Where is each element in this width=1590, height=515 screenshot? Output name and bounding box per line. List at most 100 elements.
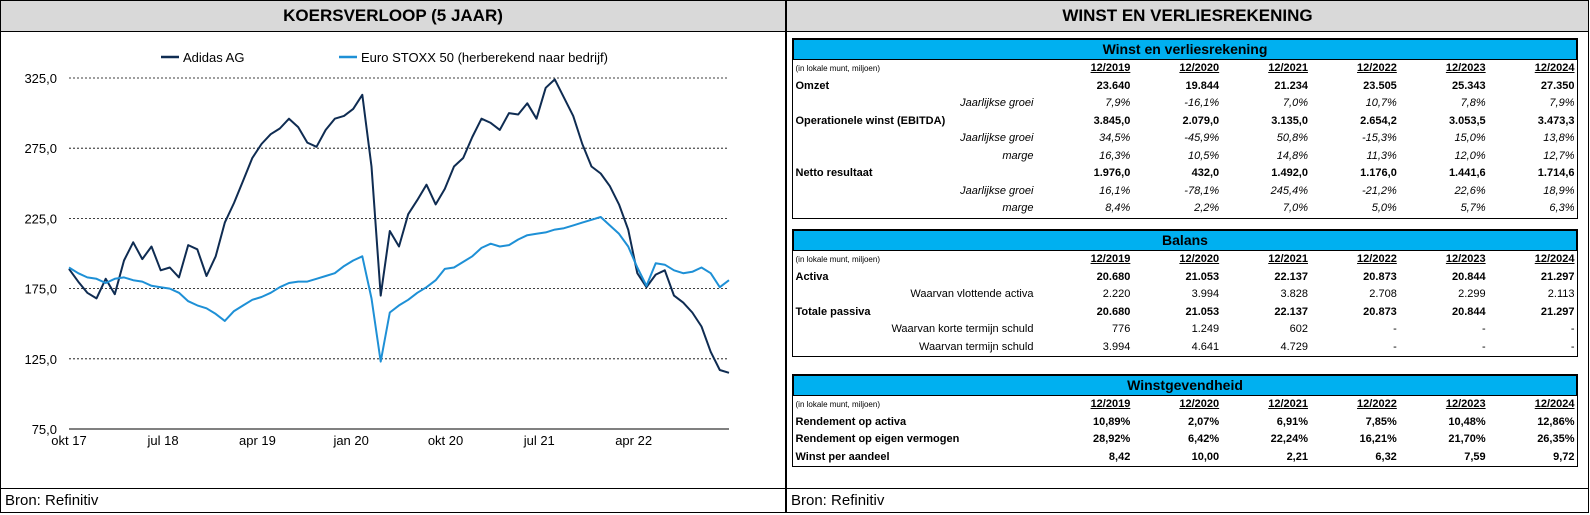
table-header-row: (in lokale munt, miljoen) 12/2019 12/2020 1… xyxy=(794,60,1577,78)
cell-value: 22.137 xyxy=(1274,305,1308,318)
cell-value: 12,0% xyxy=(1454,149,1486,162)
balance-table: Balans (in lokale munt, miljoen) 12/2019 12… xyxy=(793,230,1577,356)
income-statement-table: Winst en verliesrekening (in lokale munt,… xyxy=(792,38,1578,219)
y-tick-label: 325,0 xyxy=(24,71,57,86)
cell-value: 12,7% xyxy=(1543,149,1575,162)
cell-value: 5,0% xyxy=(1371,202,1397,215)
cell-value: 8,42 xyxy=(1108,450,1131,463)
table-row: Waarvan termijn schuld 3.994 4.641 4.729 - - - xyxy=(794,339,1577,357)
table-row: Waarvan korte termijn schuld 776 1.249 602 -… xyxy=(794,321,1577,339)
y-tick-label: 125,0 xyxy=(24,352,57,367)
table-title-row: Balans xyxy=(793,230,1577,251)
legend-label: Euro STOXX 50 (herberekend naar bedrijf) xyxy=(361,50,608,65)
cell-value: - xyxy=(1481,323,1486,336)
cell-value: 6,32 xyxy=(1375,450,1397,463)
cell-value: 1.249 xyxy=(1191,323,1220,336)
cell-value: 10,89% xyxy=(1093,415,1131,428)
cell-value: 14,8% xyxy=(1276,149,1308,162)
year-header: 12/2021 xyxy=(1268,398,1308,411)
cell-value: 6,42% xyxy=(1187,433,1220,446)
cell-value: 2.220 xyxy=(1102,288,1131,301)
cell-value: 22,24% xyxy=(1270,433,1308,446)
series-line-1 xyxy=(68,216,730,363)
unit-label: (in lokale munt, miljoen) xyxy=(795,255,880,265)
cell-value: -45,9% xyxy=(1184,132,1220,145)
table-row: Rendement op eigen vermogen 28,92% 6,42% 22… xyxy=(794,431,1577,449)
cell-value: 1.714,6 xyxy=(1537,167,1575,180)
y-tick-label: 175,0 xyxy=(24,282,57,297)
year-header: 12/2022 xyxy=(1357,398,1397,411)
cell-value: - xyxy=(1393,323,1397,336)
year-header: 12/2019 xyxy=(1090,253,1131,266)
cell-value: 4.641 xyxy=(1191,340,1220,353)
profit-table: Winstgevendheid (in lokale munt, miljoen)… xyxy=(793,375,1577,466)
cell-value: -15,3% xyxy=(1361,132,1397,145)
cell-value: 7,9% xyxy=(1549,97,1575,110)
row-label: Operationele winst (EBITDA) xyxy=(795,114,946,127)
cell-value: 23.505 xyxy=(1363,79,1397,92)
cell-value: 20.873 xyxy=(1363,270,1397,283)
unit-label: (in lokale munt, miljoen) xyxy=(795,64,880,74)
table-title-row: Winst en verliesrekening xyxy=(793,39,1577,60)
cell-value: 22.137 xyxy=(1274,270,1308,283)
table-row: Totale passiva 20.680 21.053 22.137 20.873 20… xyxy=(794,304,1577,322)
cell-value: 10,00 xyxy=(1191,450,1220,463)
cell-value: 19.844 xyxy=(1185,79,1220,92)
cell-value: 7,8% xyxy=(1460,97,1486,110)
cell-value: 15,0% xyxy=(1454,132,1486,145)
cell-value: 10,5% xyxy=(1187,149,1220,162)
cell-value: 2,21 xyxy=(1286,450,1308,463)
year-header: 12/2024 xyxy=(1534,62,1575,75)
x-tick-label: jul 21 xyxy=(523,433,555,448)
row-label: Waarvan termijn schuld xyxy=(918,340,1034,353)
year-header: 12/2024 xyxy=(1534,253,1575,266)
cell-value: 2.079,0 xyxy=(1182,114,1220,127)
cell-value: 16,3% xyxy=(1099,149,1131,162)
cell-value: -78,1% xyxy=(1184,184,1220,197)
year-header: 12/2020 xyxy=(1179,253,1220,266)
table-row: Rendement op activa 10,89% 2,07% 6,91% 7,85%… xyxy=(794,414,1577,432)
cell-value: 28,92% xyxy=(1093,433,1131,446)
year-header: 12/2023 xyxy=(1445,253,1486,266)
cell-value: 21.297 xyxy=(1540,305,1575,318)
row-label: Rendement op activa xyxy=(795,415,907,428)
cell-value: - xyxy=(1570,340,1575,353)
y-tick-label: 75,0 xyxy=(32,422,57,437)
financials-source: Bron: Refinitiv xyxy=(787,488,1588,512)
unit-label: (in lokale munt, miljoen) xyxy=(795,400,880,410)
year-header: 12/2023 xyxy=(1445,398,1486,411)
cell-value: 13,8% xyxy=(1543,132,1575,145)
legend-label: Adidas AG xyxy=(183,50,244,65)
cell-value: -21,2% xyxy=(1361,184,1397,197)
row-label: marge xyxy=(1002,202,1034,215)
cell-value: 11,3% xyxy=(1366,149,1397,162)
cell-value: 20.873 xyxy=(1363,305,1397,318)
table-row: Jaarlijkse groei 34,5% -45,9% 50,8% -15,3% 15… xyxy=(794,130,1577,148)
cell-value: 3.828 xyxy=(1280,288,1308,301)
cell-value: 7,9% xyxy=(1105,97,1131,110)
income-table: Winst en verliesrekening (in lokale munt,… xyxy=(793,39,1577,218)
cell-value: 602 xyxy=(1289,323,1308,336)
cell-value: 21.297 xyxy=(1540,270,1575,283)
table-row: Winst per aandeel 8,42 10,00 2,21 6,32 7,59 9,… xyxy=(794,449,1577,467)
cell-value: 2,2% xyxy=(1194,202,1220,215)
profitability-table: Winstgevendheid (in lokale munt, miljoen)… xyxy=(792,374,1578,467)
table-row: marge 8,4% 2,2% 7,0% 5,0% 5,7% 6,3% xyxy=(794,200,1577,218)
cell-value: 9,72 xyxy=(1553,450,1575,463)
row-label: Waarvan vlottende activa xyxy=(910,288,1034,301)
table-row: Activa 20.680 21.053 22.137 20.873 20.844 21.2… xyxy=(794,269,1577,287)
cell-value: 2.654,2 xyxy=(1360,114,1397,127)
price-chart-panel: KOERSVERLOOP (5 JAAR) 325,0 275,0 225,0 175… xyxy=(0,0,786,513)
year-header: 12/2022 xyxy=(1357,62,1397,75)
cell-value: 20.844 xyxy=(1451,305,1486,318)
row-label: Netto resultaat xyxy=(795,167,873,180)
year-header: 12/2021 xyxy=(1268,62,1308,75)
series-line-0 xyxy=(68,78,730,374)
cell-value: 7,59 xyxy=(1464,450,1486,463)
financials-panel: WINST EN VERLIESREKENING Winst en verlie… xyxy=(786,0,1589,513)
chart-source: Bron: Refinitiv xyxy=(1,488,785,512)
cell-value: 7,0% xyxy=(1282,97,1308,110)
cell-value: 16,1% xyxy=(1099,184,1131,197)
cell-value: 3.053,5 xyxy=(1448,114,1486,127)
